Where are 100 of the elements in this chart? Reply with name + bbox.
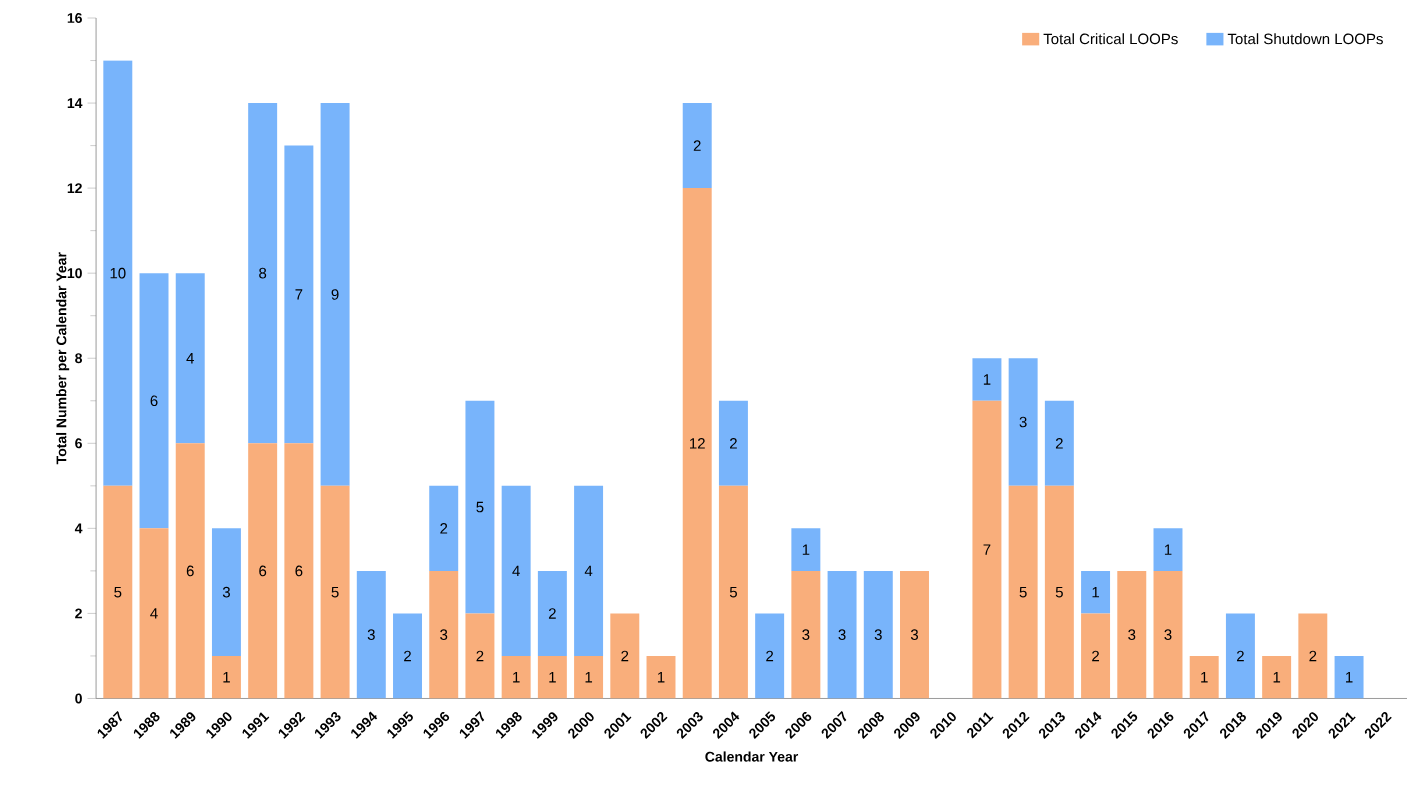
data-label: 1 — [549, 672, 556, 683]
data-label: 3 — [1164, 629, 1172, 641]
data-label: 1 — [1201, 672, 1208, 683]
bar — [139, 528, 169, 699]
bar — [465, 400, 495, 614]
bar — [248, 443, 278, 699]
data-label: 1 — [585, 672, 593, 683]
bar — [718, 400, 748, 487]
bar — [501, 656, 531, 699]
bar — [682, 188, 712, 699]
data-label: 4 — [512, 565, 520, 577]
data-label: 1 — [983, 374, 991, 385]
bar — [610, 613, 640, 699]
data-label: 5 — [331, 587, 339, 598]
data-label: 2 — [476, 650, 484, 662]
data-label: 6 — [295, 565, 303, 577]
bar — [103, 60, 133, 487]
bar — [863, 571, 893, 699]
bar — [429, 486, 459, 572]
bar — [718, 486, 748, 699]
bar — [1044, 486, 1074, 699]
bar — [827, 571, 857, 699]
bar — [211, 656, 241, 699]
bar — [1262, 656, 1292, 699]
data-label: 10 — [110, 268, 126, 279]
data-label: 2 — [1055, 438, 1063, 449]
bar — [1189, 656, 1219, 699]
data-label: 4 — [584, 565, 593, 577]
data-label: 6 — [186, 565, 194, 577]
bar — [537, 656, 567, 699]
bar — [972, 358, 1002, 401]
y-tick-label: 14 — [67, 98, 83, 109]
data-label: 1 — [657, 672, 665, 683]
legend-label: Total Shutdown LOOPs — [1227, 33, 1383, 45]
bar — [646, 656, 676, 699]
data-label: 3 — [1128, 629, 1136, 641]
y-tick-label: 12 — [67, 183, 82, 194]
bar — [1008, 358, 1038, 487]
data-label: 2 — [766, 650, 774, 662]
data-label: 3 — [910, 629, 919, 641]
data-label: 4 — [150, 608, 158, 619]
bar — [791, 571, 821, 699]
bar — [1081, 571, 1111, 614]
bar — [465, 613, 495, 699]
data-label: 6 — [259, 565, 267, 577]
bar — [1117, 571, 1147, 699]
bar — [284, 145, 314, 444]
bar — [1008, 486, 1038, 699]
bar — [1334, 656, 1364, 699]
bar — [1298, 613, 1328, 699]
data-label: 3 — [1019, 416, 1027, 428]
bar — [248, 103, 278, 444]
data-label: 4 — [186, 353, 194, 364]
data-label: 2 — [404, 650, 411, 662]
bar — [429, 571, 459, 699]
data-label: 2 — [440, 523, 448, 534]
bar — [356, 571, 386, 699]
data-label: 7 — [295, 289, 303, 300]
data-label: 6 — [150, 395, 158, 407]
data-label: 5 — [476, 502, 484, 513]
data-label: 1 — [223, 672, 230, 683]
data-label: 8 — [259, 268, 267, 279]
data-label: 3 — [367, 629, 375, 641]
bar — [393, 613, 422, 699]
bar — [574, 486, 604, 657]
bar — [175, 273, 205, 444]
data-label: 12 — [690, 438, 705, 449]
y-tick-label: 0 — [75, 693, 82, 704]
data-label: 2 — [1237, 650, 1244, 662]
data-label: 9 — [331, 289, 339, 300]
data-label: 1 — [1092, 587, 1100, 598]
bar — [103, 486, 133, 699]
data-label: 3 — [222, 587, 230, 598]
bar — [1153, 528, 1183, 572]
bar — [175, 443, 205, 699]
bar — [1225, 613, 1255, 699]
data-label: 1 — [1346, 672, 1353, 683]
bar — [1044, 400, 1074, 487]
data-label: 7 — [983, 544, 991, 556]
data-label: 1 — [802, 544, 810, 556]
legend-label: Total Critical LOOPs — [1043, 33, 1178, 45]
bar — [791, 528, 821, 572]
data-label: 2 — [730, 438, 737, 449]
bar — [537, 571, 567, 657]
y-tick-label: 8 — [75, 353, 83, 364]
data-label: 2 — [1092, 650, 1099, 662]
data-label: 2 — [548, 608, 556, 619]
bar — [682, 103, 712, 189]
bar — [139, 273, 169, 529]
data-label: 3 — [440, 629, 448, 641]
data-label: 2 — [693, 140, 701, 152]
y-tick-label: 2 — [75, 608, 82, 619]
data-label: 2 — [621, 650, 629, 662]
y-tick-label: 6 — [75, 438, 82, 449]
data-label: 1 — [1164, 544, 1172, 556]
data-label: 5 — [1055, 587, 1063, 598]
y-tick-label: 4 — [74, 523, 83, 534]
bar — [972, 400, 1002, 699]
data-label: 3 — [802, 629, 810, 641]
data-label: 1 — [1273, 672, 1281, 683]
